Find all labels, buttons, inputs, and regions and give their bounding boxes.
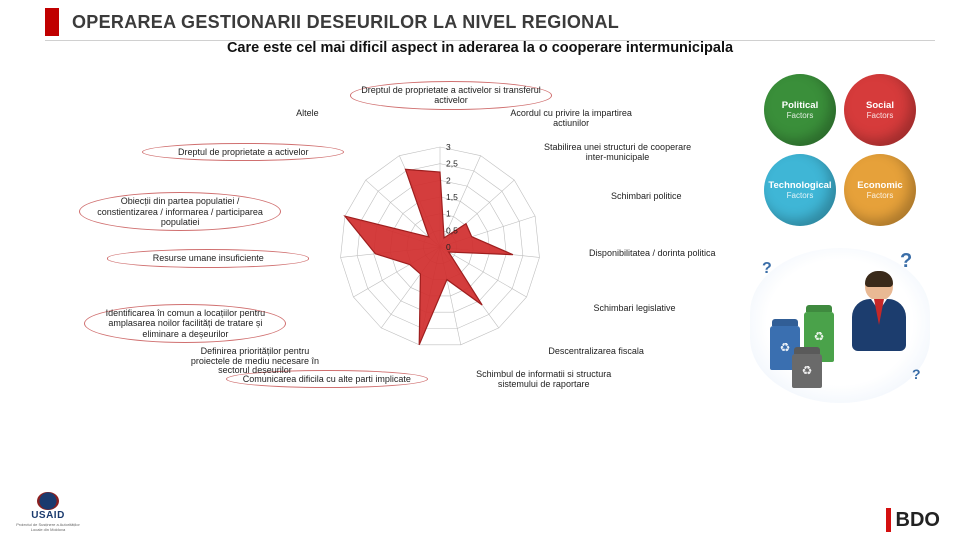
- radar-label-highlight: Dreptul de proprietate a activelor si tr…: [350, 81, 552, 110]
- radar-label: Stabilirea unei structuri de cooperare i…: [543, 143, 693, 163]
- radar-chart: 0 0,5 1 1,5 2 2,5 3 Dreptul de proprietate a a…: [45, 62, 765, 537]
- radar-label-highlight: Resurse umane insuficiente: [107, 249, 309, 267]
- page-title: OPERAREA GESTIONARII DESEURILOR LA NIVEL…: [72, 12, 619, 33]
- bdo-logo: BDO: [886, 508, 940, 532]
- radar-label-highlight: Dreptul de proprietate a activelor: [142, 143, 344, 161]
- usaid-logo: USAID Proiectul de Susținere a Autorităț…: [12, 492, 84, 532]
- radar-label: Acordul cu privire la impartirea actiuni…: [496, 109, 646, 129]
- svg-text:3: 3: [446, 142, 451, 152]
- radar-label-highlight: Identificarea în comun a locațiilor pent…: [84, 304, 286, 343]
- factor-bubble: SocialFactors: [844, 74, 916, 146]
- svg-text:2,5: 2,5: [446, 159, 458, 169]
- radar-label: Disponibilitatea / dorinta politica: [577, 249, 727, 259]
- radar-label: Descentralizarea fiscala: [521, 347, 671, 357]
- question-mark-icon: ?: [762, 260, 772, 278]
- factors-grid: PoliticalFactorsSocialFactorsTechnologic…: [760, 70, 930, 230]
- radar-label: Altele: [232, 109, 382, 119]
- radar-label: Definirea priorităților pentru proiectel…: [180, 347, 330, 377]
- question-mark-icon: ?: [900, 250, 912, 273]
- illustration: ♻♻♻???: [750, 248, 930, 403]
- svg-text:0,5: 0,5: [446, 225, 458, 235]
- radar-label: Schimbul de informatii si structura sist…: [469, 370, 619, 390]
- radar-svg: 0 0,5 1 1,5 2 2,5 3: [310, 117, 570, 377]
- factor-bubble: EconomicFactors: [844, 154, 916, 226]
- factor-bubble: PoliticalFactors: [764, 74, 836, 146]
- svg-text:0: 0: [446, 242, 451, 252]
- chart-subtitle: Care este cel mai dificil aspect in ader…: [0, 40, 960, 56]
- bdo-bar-icon: [886, 508, 891, 532]
- radar-label: Schimbari politice: [571, 192, 721, 202]
- factor-bubble: TechnologicalFactors: [764, 154, 836, 226]
- usaid-seal-icon: [37, 492, 59, 510]
- radar-label-highlight: Obiecții din partea populatiei / constie…: [79, 192, 281, 231]
- question-mark-icon: ?: [912, 366, 921, 382]
- svg-text:2: 2: [446, 175, 451, 185]
- recycle-bin-icon: ♻: [792, 354, 822, 388]
- svg-text:1,5: 1,5: [446, 192, 458, 202]
- header-accent: [45, 8, 59, 36]
- radar-label: Schimbari legislative: [560, 304, 710, 314]
- businessman-icon: [848, 273, 910, 363]
- svg-text:1: 1: [446, 209, 451, 219]
